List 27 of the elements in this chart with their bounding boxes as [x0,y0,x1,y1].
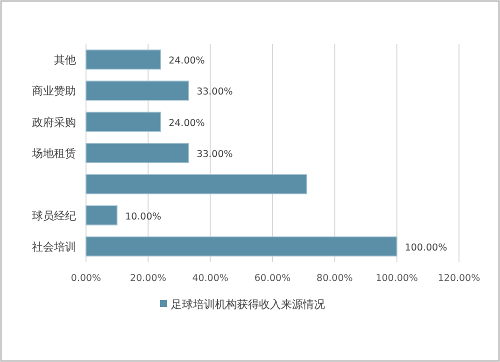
x-tick-label: 100.00% [376,273,418,284]
y-tick-label: 球员经纪 [32,209,76,222]
legend-label: 足球培训机构获得收入来源情况 [171,298,325,311]
x-tick-label: 20.00% [130,273,166,284]
y-tick-label: 社会培训 [32,240,76,254]
x-tick-label: 0.00% [70,273,102,284]
x-tick-label: 60.00% [254,273,291,284]
bar [86,236,398,256]
y-tick-label: 政府采购 [32,116,76,129]
bar [86,112,161,132]
data-label: 24.00% [168,118,205,129]
y-tick-label: 其他 [54,54,76,67]
y-tick-label: 商业赞助 [32,84,76,98]
bar [86,205,118,226]
data-label: 100.00% [404,242,448,254]
x-tick-label: 40.00% [192,273,228,284]
x-tick-label: 120.00% [438,273,480,284]
x-tick-label: 80.00% [316,273,353,284]
bar [86,50,161,70]
data-label: 33.00% [196,149,233,160]
bar [86,174,308,194]
data-label: 33.00% [196,86,233,98]
y-tick-label: 场地租赁 [31,147,76,160]
bar [86,142,189,164]
data-label: 24.00% [168,56,205,67]
bar [86,80,189,101]
data-label: 10.00% [125,211,162,222]
